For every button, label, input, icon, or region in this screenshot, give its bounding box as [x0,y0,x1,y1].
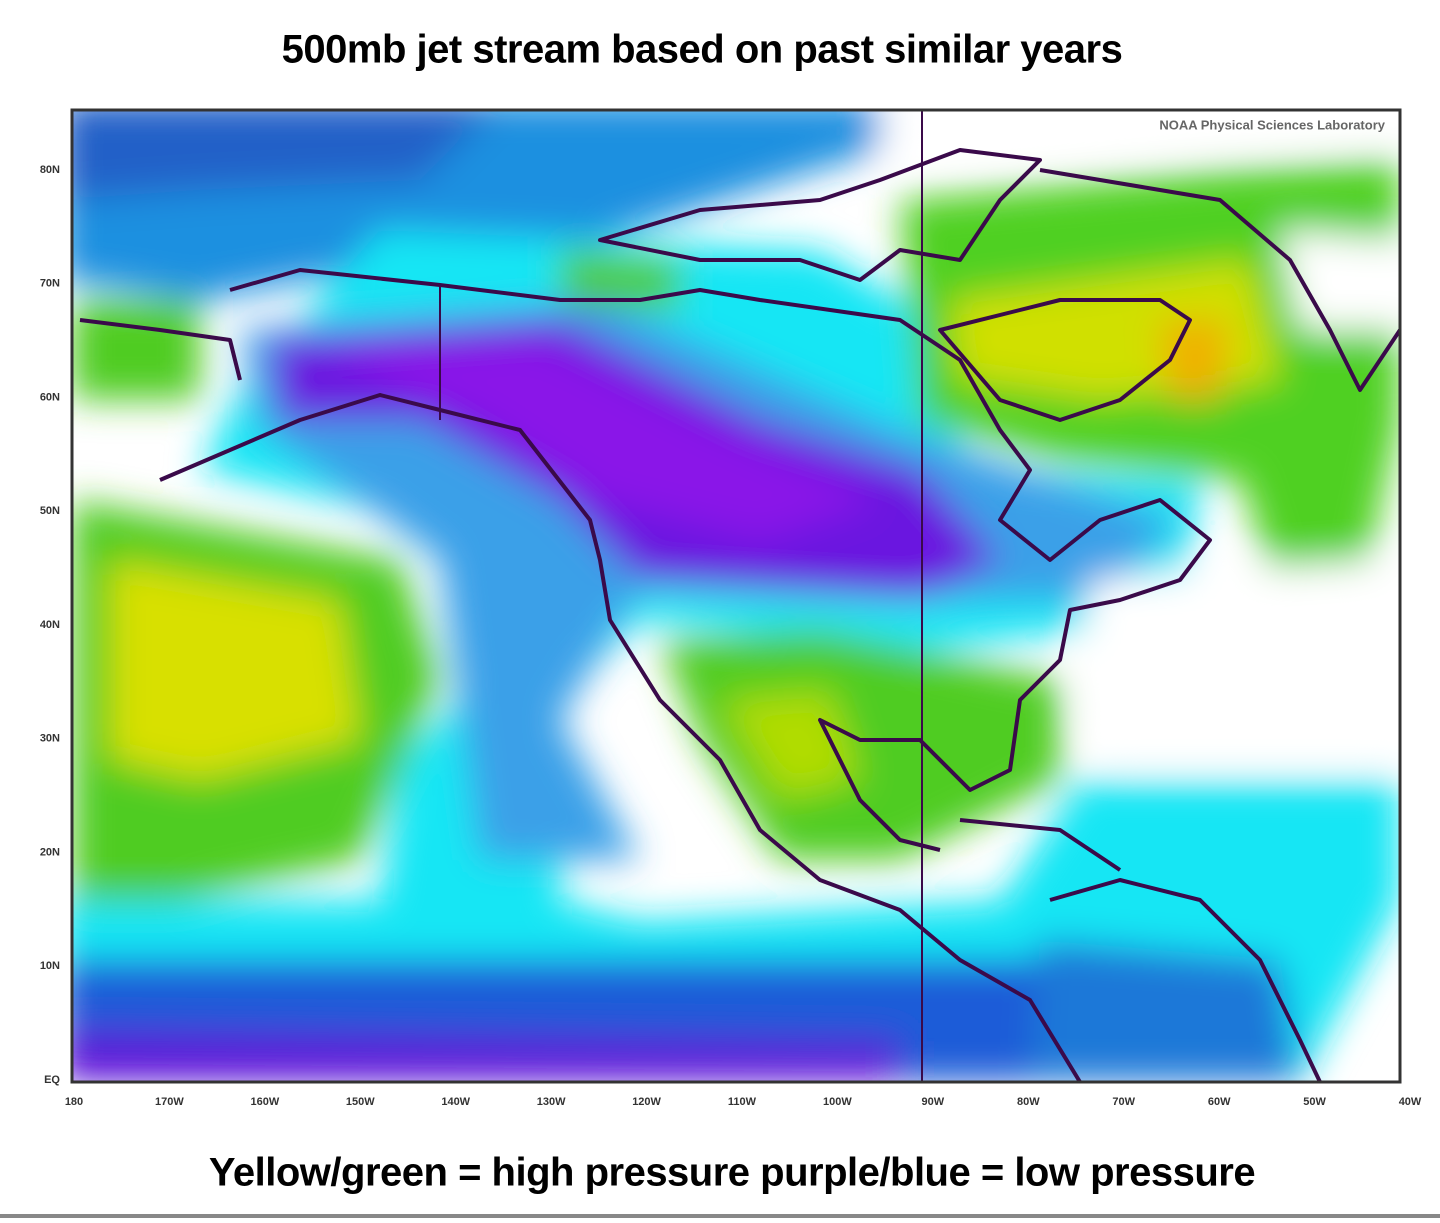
lat-label: 10N [40,960,60,972]
lon-label: 50W [1303,1096,1326,1108]
lon-label: 120W [632,1096,661,1108]
lat-label: EQ [44,1074,60,1086]
lon-label: 150W [346,1096,375,1108]
lon-label: 140W [441,1096,470,1108]
lon-label: 130W [537,1096,566,1108]
tick-labels: 80N 70N 60N 50N 40N 30N 20N 10N EQ 180 170W 160W 150… [40,164,1422,1108]
pressure-field [72,110,1400,1082]
map-frame [70,108,1402,1084]
bottom-rule [0,1214,1440,1218]
lat-label: 20N [40,846,60,858]
lon-label: 160W [250,1096,279,1108]
lon-label: 100W [823,1096,852,1108]
lon-label: 90W [922,1096,945,1108]
lat-label: 50N [40,505,60,517]
lat-label: 30N [40,733,60,745]
lat-label: 70N [40,278,60,290]
lon-label: 180 [65,1096,83,1108]
lat-label: 60N [40,391,60,403]
lon-label: 40W [1399,1096,1422,1108]
map-credit: NOAA Physical Sciences Laboratory [1159,117,1385,132]
caption: Yellow/green = high pressure purple/blue… [209,1151,1255,1195]
lon-label: 170W [155,1096,184,1108]
title: 500mb jet stream based on past similar y… [282,28,1123,72]
lon-label: 110W [728,1096,757,1108]
coastlines [79,110,1400,1082]
lon-label: 70W [1112,1096,1135,1108]
lat-label: 40N [40,619,60,631]
lat-label: 80N [40,164,60,176]
lon-label: 60W [1208,1096,1231,1108]
lon-label: 80W [1017,1096,1040,1108]
